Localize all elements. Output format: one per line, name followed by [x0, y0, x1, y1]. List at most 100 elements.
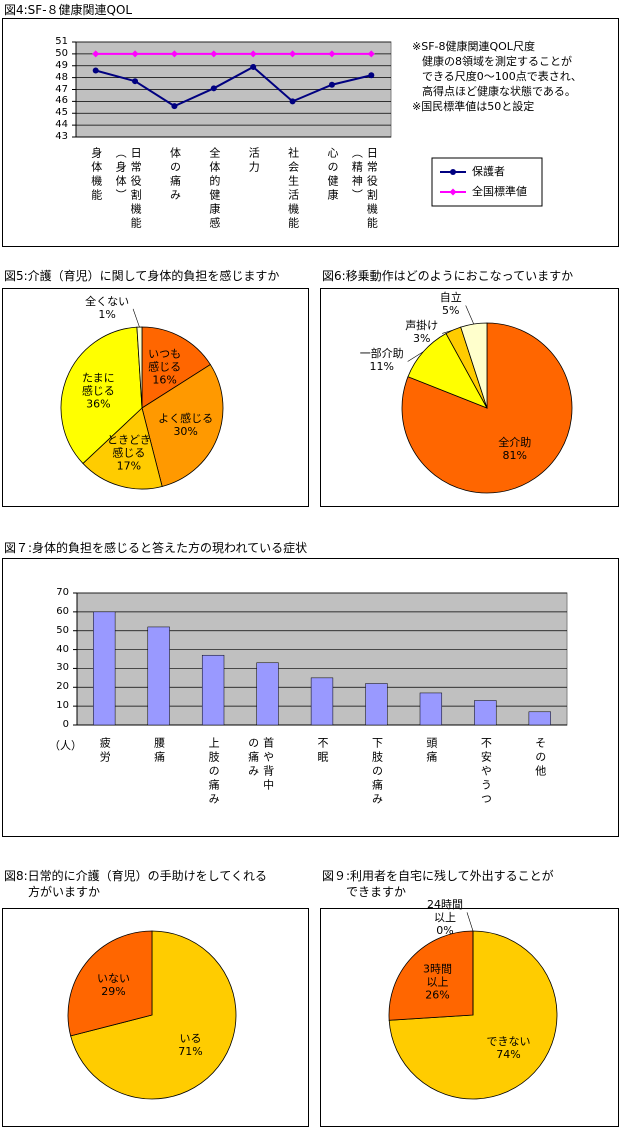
- pie-slice: [70, 930, 237, 1100]
- chart-title: 図4:SF-８健康関連QOL: [4, 3, 133, 17]
- marker: [368, 72, 375, 79]
- slice-label: 一部介助 11%: [360, 347, 404, 373]
- slice-name: 全介助: [498, 435, 532, 449]
- panel: [2, 288, 309, 507]
- slice-label: できない 74%: [469, 1035, 549, 1061]
- y-tick-label: 70: [56, 587, 69, 598]
- slice-label: 24時間 以上 0%: [427, 898, 463, 937]
- bar: [201, 654, 225, 726]
- y-tick-label: 51: [55, 36, 68, 47]
- bar: [256, 662, 279, 726]
- slice-value: 5%: [441, 304, 460, 318]
- x-tick-label: 日常役割機能 （精神）: [350, 147, 379, 231]
- marker: [92, 50, 100, 58]
- pie-slice: [136, 326, 143, 409]
- marker: [249, 50, 257, 58]
- slice-name: 全くない: [85, 294, 130, 308]
- leader-line: [407, 351, 424, 362]
- x-tick-label: 活力: [247, 147, 261, 175]
- slice-value: 29%: [101, 985, 126, 999]
- slice-label: いる 71%: [150, 1032, 230, 1058]
- bar: [528, 711, 551, 726]
- y-tick-label: 60: [56, 605, 69, 617]
- note: できる尺度0～100点で表され、: [422, 70, 582, 83]
- slice-value: 17%: [116, 459, 142, 473]
- pie-slice: [60, 326, 143, 465]
- slice-label: たまに 感じる 36%: [58, 371, 138, 410]
- slice-value: 0%: [436, 924, 454, 938]
- pie-slice: [141, 326, 211, 409]
- slice-name: 声掛け: [405, 319, 439, 333]
- y-tick-label: 50: [55, 47, 68, 59]
- slice-label: 全介助 81%: [475, 436, 555, 462]
- x-tick-label: 身体機能: [89, 147, 103, 203]
- chart-title: 図７:身体的負担を感じると答えた方の現われている症状: [4, 541, 308, 555]
- slice-name: たまに 感じる: [81, 371, 115, 398]
- bar: [147, 626, 170, 726]
- slice-value: 36%: [86, 397, 111, 411]
- y-tick-label: 20: [56, 681, 69, 693]
- x-tick-label: 体の痛み: [168, 147, 182, 203]
- y-tick-label: 48: [55, 71, 68, 83]
- leader-line: [465, 305, 474, 325]
- slice-name: よく感じる: [158, 412, 214, 426]
- marker: [328, 81, 335, 88]
- x-tick-label: 全体的健康感: [207, 147, 221, 231]
- note: ※国民標準値は50と設定: [412, 100, 535, 113]
- note: 高得点ほど健康な状態である。: [422, 85, 576, 98]
- marker: [289, 50, 297, 58]
- marker: [132, 78, 139, 85]
- bar: [365, 683, 388, 726]
- slice-name: いる: [179, 1031, 202, 1045]
- chart-title: 図９:利用者を自宅に残して外出することが できますか: [322, 869, 554, 899]
- y-tick-label: 30: [56, 662, 69, 674]
- y-tick-label: 40: [56, 643, 69, 655]
- legend: [431, 157, 543, 207]
- y-tick-label: 43: [55, 131, 68, 142]
- marker: [210, 50, 218, 58]
- chart-title: 図6:移乗動作はどのようにおこなっていますか: [322, 269, 574, 283]
- x-tick-label: 心の健康: [325, 147, 339, 203]
- legend-marker: [450, 169, 456, 175]
- slice-name: 自立: [439, 291, 462, 305]
- x-tick-label: その他: [533, 737, 547, 779]
- slice-value: 1%: [98, 307, 116, 321]
- y-tick-label: 45: [55, 107, 68, 119]
- legend-label: 保護者: [472, 165, 505, 178]
- x-tick-label: 腰痛: [152, 737, 166, 765]
- slice-value: 81%: [502, 448, 527, 462]
- slice-label: 全くない 1%: [85, 295, 129, 321]
- legend-marker: [449, 188, 457, 196]
- slice-label: いない 29%: [74, 972, 154, 998]
- slice-label: いつも 感じる 16%: [125, 347, 205, 386]
- y-tick-label: 44: [55, 119, 68, 131]
- x-tick-label: 疲労: [98, 737, 112, 765]
- x-tick-label: 首や背中 の痛み: [246, 737, 275, 793]
- slice-label: ときどき 感じる 17%: [89, 434, 169, 473]
- x-tick-label: 下肢の痛み: [370, 737, 384, 807]
- slice-value: 74%: [496, 1048, 521, 1062]
- marker: [250, 63, 257, 70]
- panel: [2, 18, 619, 247]
- slice-value: 71%: [178, 1044, 203, 1058]
- slice-name: ときどき 感じる: [107, 433, 151, 460]
- slice-name: 一部介助: [359, 347, 404, 361]
- marker: [92, 67, 99, 74]
- slice-name: いない: [97, 972, 130, 986]
- x-tick-label: 頭痛: [424, 737, 438, 765]
- panel: [2, 558, 619, 837]
- panel: [320, 288, 619, 507]
- bar: [474, 700, 497, 726]
- chart-title: 図8:日常的に介護（育児）の手助けをしてくれる 方がいますか: [4, 869, 267, 899]
- pie-slice: [82, 407, 163, 490]
- leader-line: [132, 308, 140, 328]
- legend-label: 全国標準値: [472, 185, 527, 198]
- marker: [367, 50, 375, 58]
- pie-slice: [67, 930, 153, 1037]
- marker: [170, 50, 178, 58]
- slice-value: 26%: [425, 988, 450, 1002]
- x-tick-label: 上肢の痛み: [207, 737, 221, 807]
- slice-name: 24時間 以上: [427, 898, 463, 925]
- bar: [310, 677, 334, 726]
